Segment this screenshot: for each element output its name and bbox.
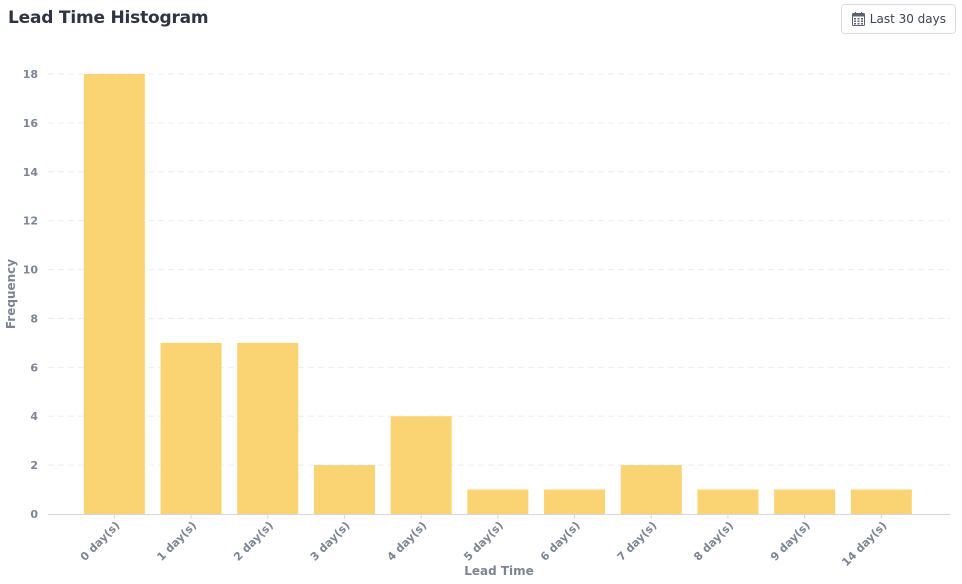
bar bbox=[467, 489, 529, 514]
y-axis-title: Frequency bbox=[4, 259, 18, 329]
bar bbox=[390, 416, 452, 514]
x-tick-label: 2 day(s) bbox=[231, 519, 276, 564]
x-tick-label: 14 day(s) bbox=[839, 519, 889, 569]
x-tick-label: 0 day(s) bbox=[78, 519, 123, 564]
x-tick-label: 9 day(s) bbox=[768, 519, 813, 564]
y-tick-label: 0 bbox=[30, 508, 38, 521]
x-tick-label: 7 day(s) bbox=[615, 519, 660, 564]
bar bbox=[850, 489, 912, 514]
x-tick-label: 8 day(s) bbox=[691, 519, 736, 564]
y-tick-label: 4 bbox=[30, 410, 38, 423]
bar bbox=[83, 74, 145, 514]
bars bbox=[83, 74, 912, 514]
bar bbox=[237, 342, 299, 514]
x-tick-label: 1 day(s) bbox=[154, 519, 199, 564]
bar bbox=[697, 489, 759, 514]
date-range-label: Last 30 days bbox=[869, 12, 946, 26]
page-title: Lead Time Histogram bbox=[8, 8, 209, 28]
bar bbox=[544, 489, 606, 514]
bar bbox=[160, 342, 222, 514]
y-tick-label: 18 bbox=[23, 68, 38, 81]
y-tick-label: 16 bbox=[23, 117, 39, 130]
bar bbox=[313, 465, 375, 514]
date-range-button[interactable]: Last 30 days bbox=[840, 4, 956, 34]
x-tick-label: 5 day(s) bbox=[461, 519, 506, 564]
y-tick-label: 10 bbox=[23, 264, 39, 277]
y-tick-label: 12 bbox=[23, 215, 38, 228]
y-tick-label: 2 bbox=[30, 459, 38, 472]
y-tick-label: 8 bbox=[30, 312, 38, 325]
bar bbox=[620, 465, 682, 514]
x-axis-title: Lead Time bbox=[464, 564, 534, 578]
x-tick-label: 3 day(s) bbox=[308, 519, 353, 564]
x-tick-label: 6 day(s) bbox=[538, 519, 583, 564]
calendar-icon bbox=[851, 12, 865, 26]
x-tick-label: 4 day(s) bbox=[385, 519, 430, 564]
y-tick-label: 14 bbox=[23, 166, 39, 179]
bar bbox=[774, 489, 836, 514]
y-tick-label: 6 bbox=[30, 361, 38, 374]
